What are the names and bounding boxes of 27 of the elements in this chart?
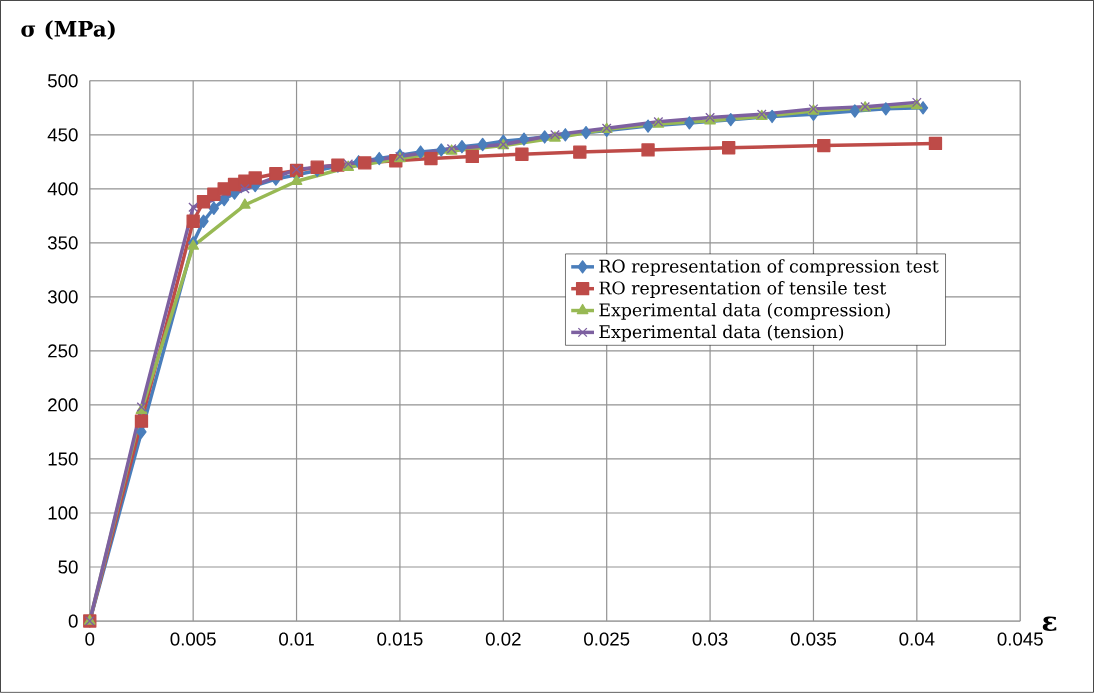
x-axis-title: ε [1042, 616, 1057, 632]
legend-label: RO representation of tensile test [599, 281, 887, 298]
y-tick-label: 150 [48, 452, 78, 466]
y-tick-label: 400 [47, 182, 78, 196]
x-tick-label: 0.01 [279, 632, 314, 646]
y-tick-label: 350 [47, 236, 78, 250]
x-tick-label: 0.045 [997, 632, 1043, 646]
y-tick-label: 0 [68, 614, 78, 628]
y-tick-label: 100 [48, 506, 78, 520]
y-tick-label: 500 [47, 74, 78, 88]
x-tick-label: 0.015 [377, 632, 423, 646]
x-tick-label: 0.035 [790, 632, 837, 646]
x-tick-label: 0.04 [899, 632, 935, 646]
legend-label: Experimental data (compression) [599, 303, 890, 320]
y-tick-label: 450 [47, 128, 78, 142]
y-axis-title: σ (MPa) [21, 20, 115, 40]
x-tick-label: 0.005 [170, 632, 216, 646]
y-tick-label: 300 [47, 290, 78, 304]
y-tick-label: 200 [48, 398, 78, 412]
x-tick-label: 0.03 [692, 632, 728, 646]
y-tick-label: 250 [48, 344, 78, 358]
x-tick-label: 0 [85, 632, 95, 646]
x-tick-label: 0.025 [584, 632, 630, 646]
y-tick-label: 50 [58, 560, 78, 574]
x-tick-label: 0.02 [485, 632, 521, 646]
legend-label: Experimental data (tension) [599, 324, 844, 342]
legend-label: RO representation of compression test [599, 259, 939, 277]
